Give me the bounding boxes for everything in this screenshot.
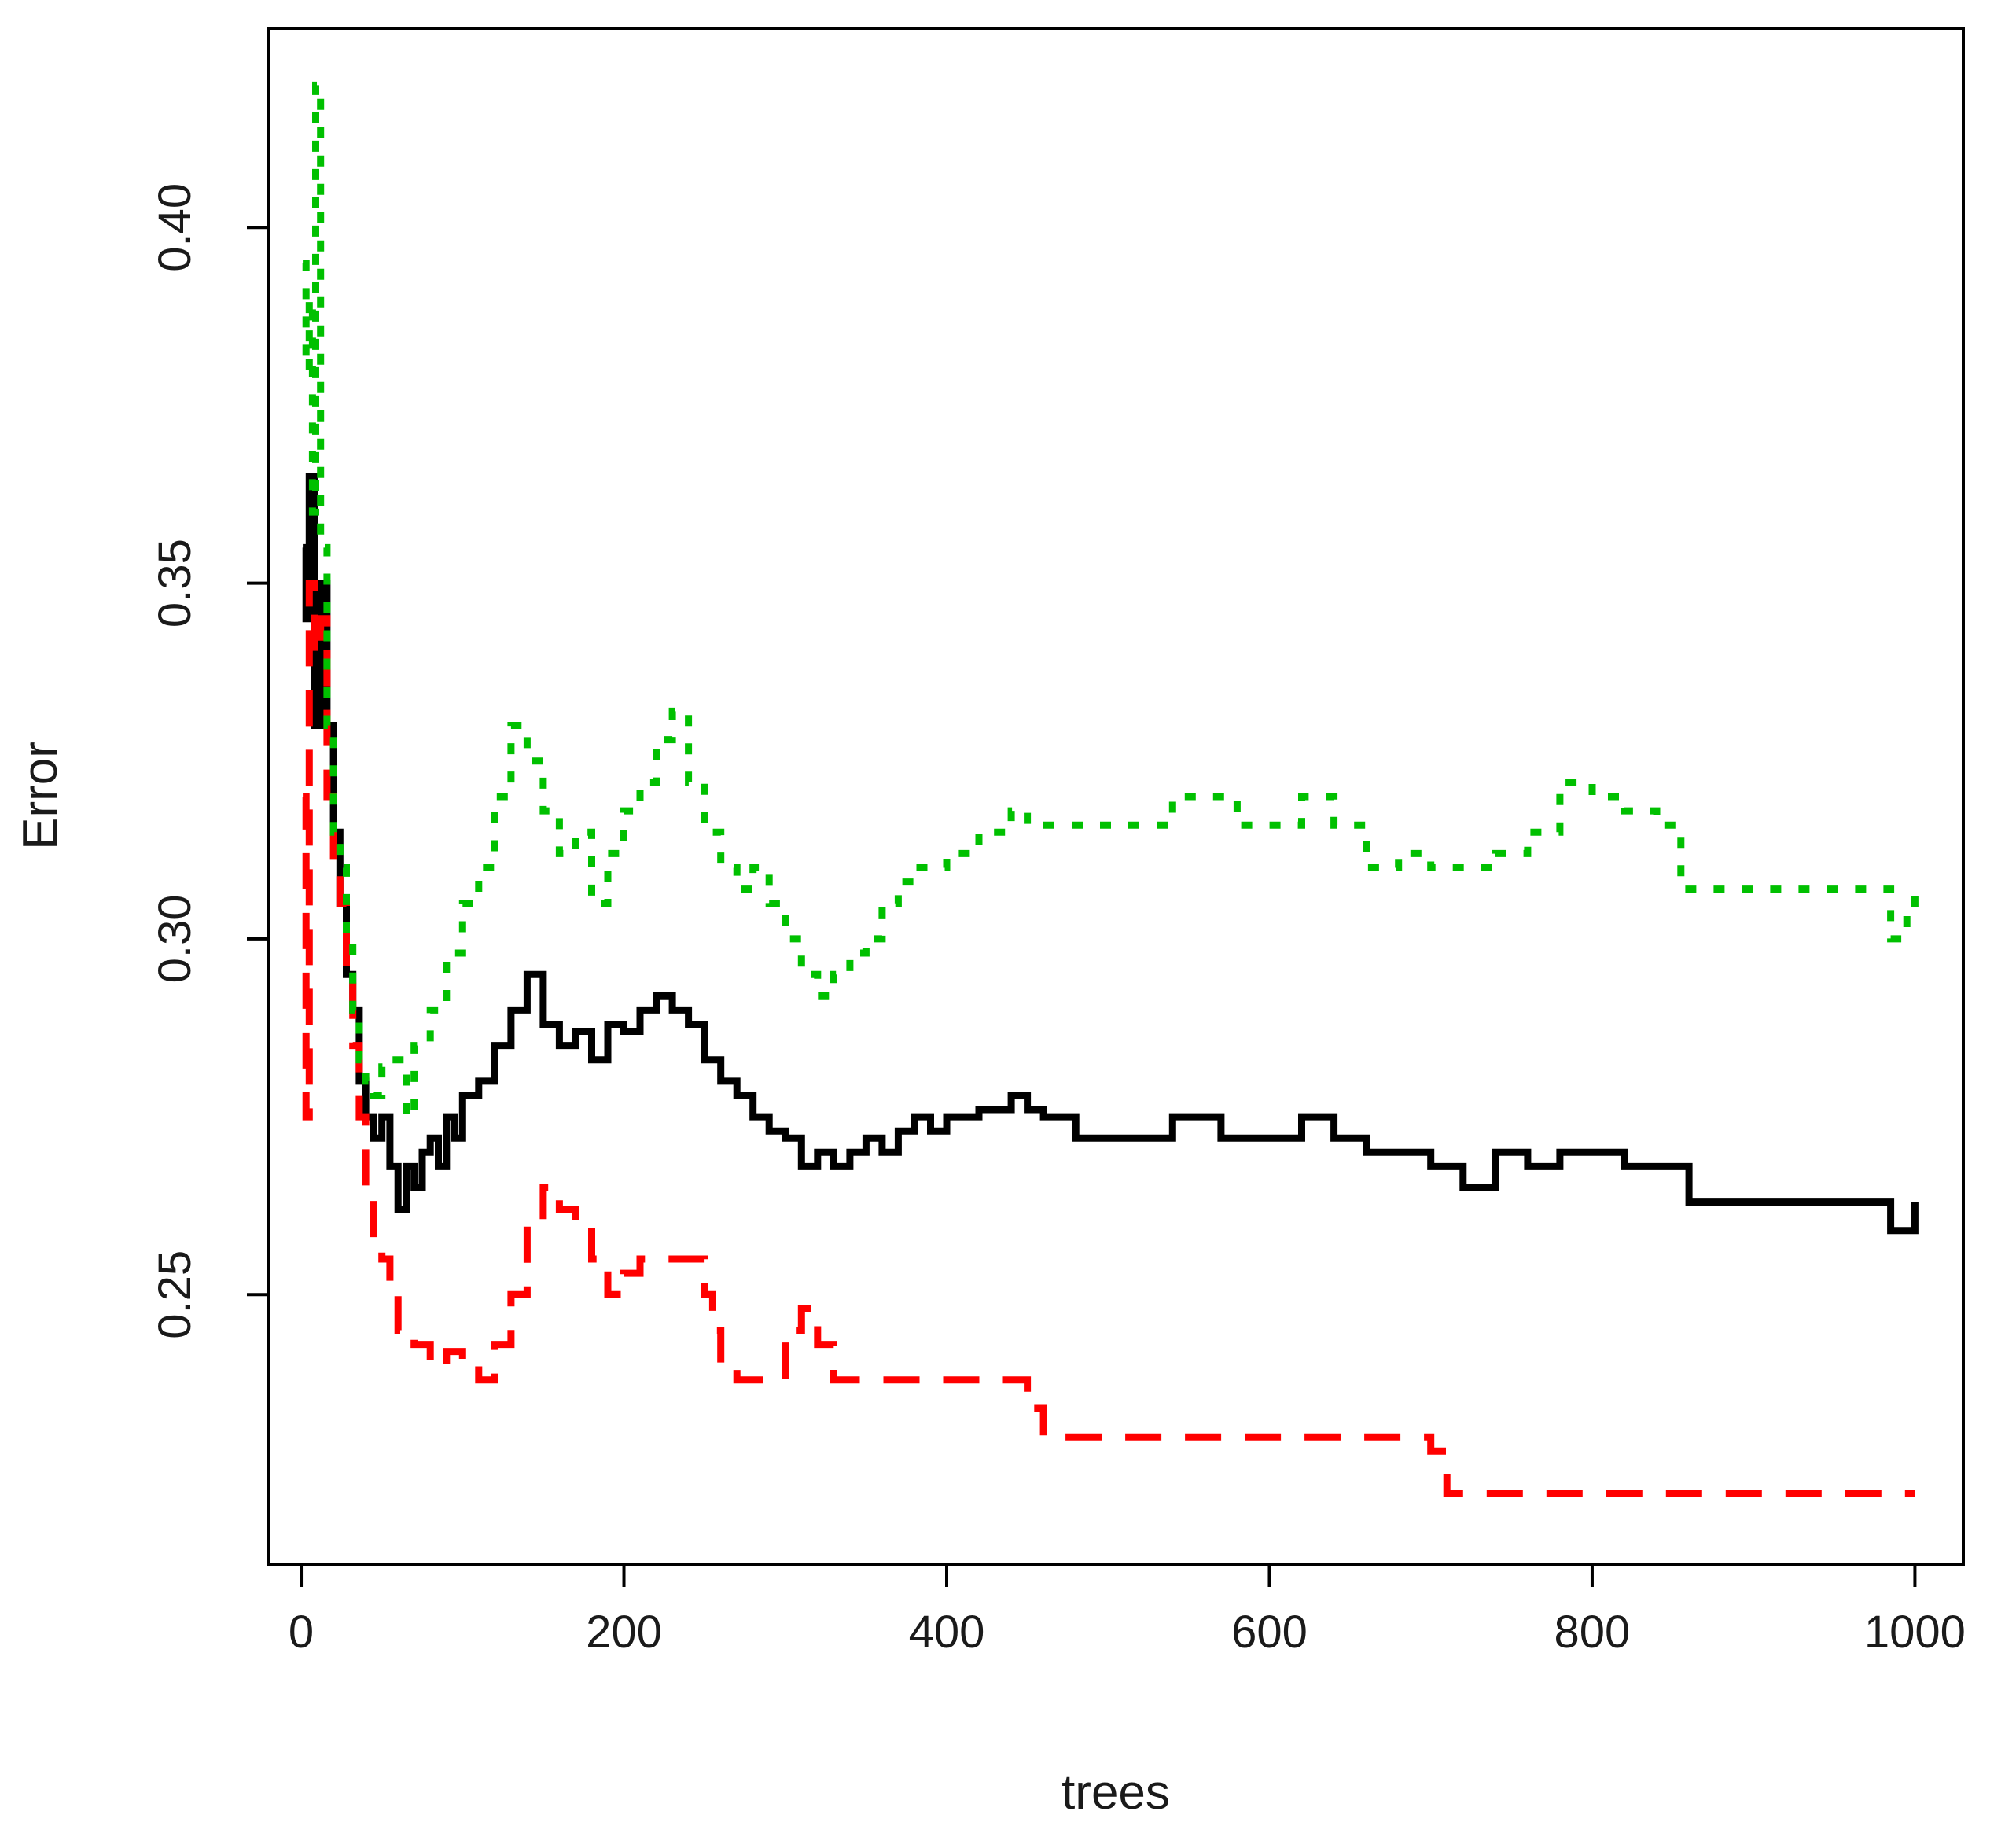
- y-tick-label: 0.30: [149, 894, 200, 983]
- y-tick-label: 0.35: [149, 539, 200, 628]
- x-tick-label: 400: [909, 1607, 985, 1658]
- y-tick-label: 0.25: [149, 1250, 200, 1339]
- plot-frame: [267, 27, 1965, 1566]
- series-lines: [302, 81, 1919, 1497]
- x-tick-label: 600: [1231, 1607, 1308, 1658]
- x-axis-label: trees: [1061, 1765, 1170, 1820]
- x-tick-label: 200: [586, 1607, 662, 1658]
- x-tick-label: 800: [1554, 1607, 1631, 1658]
- y-axis-label: Error: [13, 742, 68, 850]
- series-line-3: [302, 81, 1919, 1121]
- x-tick-label: 1000: [1864, 1607, 1966, 1658]
- x-axis-ticks: 0 200 400 600 800 1000: [289, 1565, 1966, 1658]
- y-axis-ticks: 0.25 0.30 0.35 0.40: [149, 183, 269, 1339]
- x-tick-label: 0: [289, 1607, 314, 1658]
- series-line-1: [302, 473, 1919, 1235]
- y-tick-label: 0.40: [149, 183, 200, 272]
- series-line-2: [302, 580, 1915, 1497]
